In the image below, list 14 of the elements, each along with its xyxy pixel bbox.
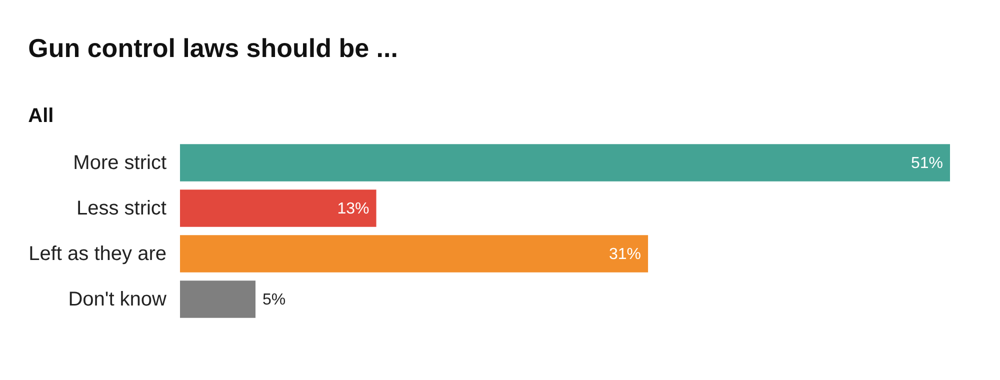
data-label: 31% — [609, 246, 642, 263]
chart-subtitle: All — [28, 105, 54, 127]
bar — [180, 280, 256, 318]
y-tick-label: More strict — [73, 152, 167, 174]
bar — [180, 144, 950, 182]
y-tick-label: Left as they are — [28, 242, 166, 265]
bar — [180, 235, 648, 272]
data-label: 13% — [337, 200, 370, 218]
bar — [180, 190, 376, 227]
chart-title: Gun control laws should be ... — [28, 33, 398, 63]
data-label: 5% — [262, 291, 286, 308]
y-tick-label: Don't know — [68, 288, 168, 310]
data-label: 51% — [910, 154, 943, 172]
y-tick-label: Less strict — [76, 197, 167, 220]
